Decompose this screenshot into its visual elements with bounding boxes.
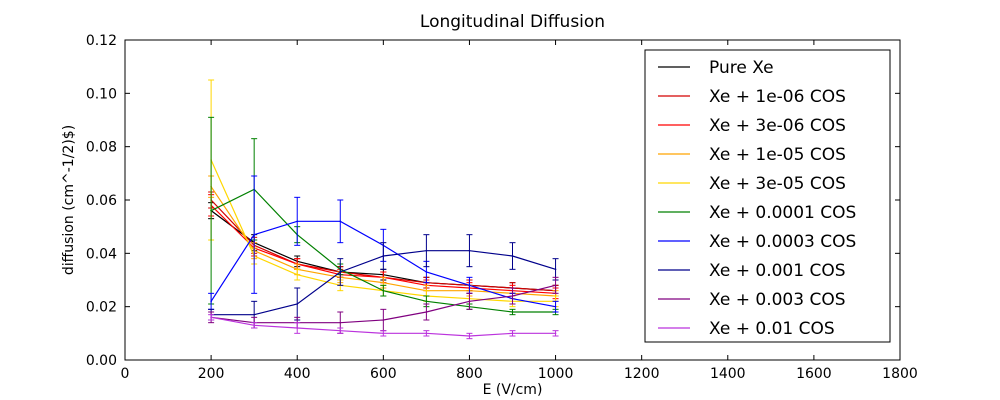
data-point bbox=[554, 305, 557, 308]
legend-label: Xe + 0.0003 COS bbox=[709, 232, 856, 252]
data-point bbox=[382, 332, 385, 335]
legend-label: Xe + 0.0001 COS bbox=[709, 203, 856, 223]
data-point bbox=[382, 281, 385, 284]
data-point bbox=[468, 249, 471, 252]
data-point bbox=[511, 295, 514, 297]
legend-label: Xe + 0.003 COS bbox=[709, 290, 846, 310]
data-point bbox=[296, 220, 299, 223]
chart-title: Longitudinal Diffusion bbox=[420, 12, 605, 32]
y-tick-label: 0.10 bbox=[86, 86, 117, 102]
data-point bbox=[382, 255, 385, 257]
data-point bbox=[554, 332, 557, 335]
data-point bbox=[253, 313, 255, 316]
y-tick-label: 0.06 bbox=[86, 193, 117, 209]
x-tick-label: 600 bbox=[370, 366, 397, 382]
data-point bbox=[511, 332, 514, 335]
legend-box bbox=[644, 49, 891, 343]
data-point bbox=[468, 300, 471, 303]
y-tick-label: 0.12 bbox=[86, 33, 117, 49]
x-tick-label: 1400 bbox=[710, 366, 746, 382]
data-point bbox=[296, 327, 299, 329]
x-tick-label: 400 bbox=[284, 366, 311, 382]
data-point bbox=[554, 284, 557, 287]
legend-label: Xe + 3e-06 COS bbox=[709, 116, 846, 136]
y-tick-label: 0.00 bbox=[86, 353, 117, 369]
data-point bbox=[425, 271, 428, 273]
data-point bbox=[339, 220, 342, 223]
series-5 bbox=[208, 116, 559, 316]
data-point bbox=[382, 289, 385, 292]
data-point bbox=[210, 316, 212, 319]
x-tick-label: 1000 bbox=[538, 366, 574, 382]
x-tick-label: 200 bbox=[198, 366, 225, 382]
data-point bbox=[511, 311, 514, 313]
data-point bbox=[468, 284, 471, 287]
data-point bbox=[210, 300, 212, 303]
data-point bbox=[425, 311, 428, 313]
series-layer bbox=[208, 79, 559, 340]
x-tick-label: 1200 bbox=[624, 366, 660, 382]
data-point bbox=[339, 321, 342, 324]
data-point bbox=[425, 332, 428, 335]
data-point bbox=[554, 268, 557, 271]
legend-label: Xe + 3e-05 COS bbox=[709, 174, 846, 194]
x-tick-label: 0 bbox=[121, 366, 130, 382]
x-tick-label: 800 bbox=[456, 366, 483, 382]
legend-label: Xe + 0.01 COS bbox=[709, 319, 835, 339]
data-point bbox=[210, 209, 212, 212]
data-point bbox=[296, 273, 299, 276]
data-point bbox=[425, 300, 428, 303]
y-tick-label: 0.04 bbox=[86, 246, 117, 262]
ticks-layer: 0 200 400 600 800 1000 1200 1400 1600 1800 0.00 0.0… bbox=[86, 33, 918, 382]
series-9 bbox=[208, 314, 559, 340]
data-point bbox=[253, 233, 255, 236]
legend: Pure Xe Xe + 1e-06 COS Xe + 3e-06 COS Xe + … bbox=[644, 49, 891, 343]
x-tick-label: 1800 bbox=[882, 366, 918, 382]
legend-label: Xe + 1e-06 COS bbox=[709, 87, 846, 107]
data-point bbox=[253, 324, 255, 327]
x-axis-label: E (V/cm) bbox=[483, 382, 543, 398]
y-axis-label: diffusion (cm^-1/2)$) bbox=[61, 125, 77, 275]
data-point bbox=[382, 319, 385, 321]
y-tick-label: 0.02 bbox=[86, 300, 117, 316]
data-point bbox=[339, 329, 342, 332]
data-point bbox=[468, 335, 471, 337]
data-point bbox=[511, 255, 514, 257]
data-point bbox=[339, 271, 342, 273]
series-7 bbox=[208, 234, 559, 329]
legend-label: Pure Xe bbox=[709, 58, 774, 78]
legend-label: Xe + 1e-05 COS bbox=[709, 145, 846, 165]
y-tick-label: 0.08 bbox=[86, 140, 117, 156]
x-tick-label: 1600 bbox=[796, 366, 832, 382]
data-point bbox=[296, 303, 299, 305]
data-point bbox=[425, 249, 428, 252]
legend-label: Xe + 0.001 COS bbox=[709, 261, 846, 281]
